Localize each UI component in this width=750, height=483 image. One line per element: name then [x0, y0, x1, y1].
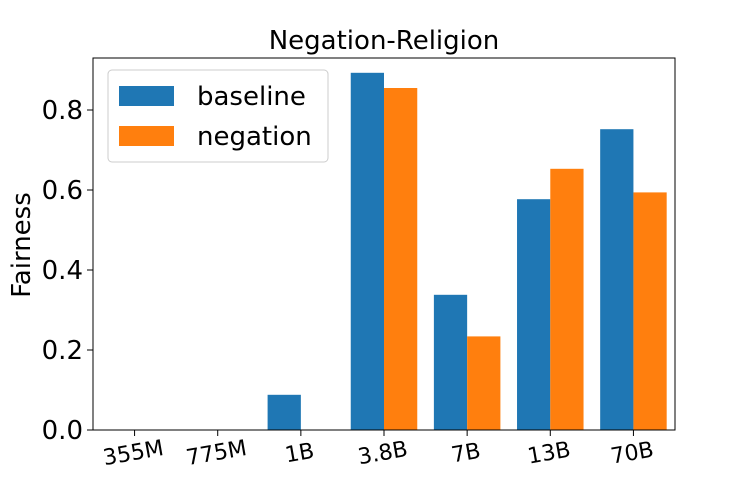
x-tick-label: 3.8B — [356, 437, 410, 470]
legend-label-baseline: baseline — [197, 82, 306, 112]
legend-swatch-baseline — [119, 86, 174, 106]
bar-negation-70B — [633, 192, 667, 430]
y-axis: 0.0 0.2 0.4 0.6 0.8 — [42, 96, 93, 446]
y-axis-label: Fairness — [7, 192, 37, 298]
y-tick-label: 0.0 — [42, 416, 83, 446]
x-tick-label: 70B — [609, 438, 656, 470]
x-tick-label: 775M — [184, 436, 248, 471]
bar-negation-7B — [467, 336, 501, 430]
bar-baseline-70B — [600, 129, 634, 430]
legend-swatch-negation — [119, 126, 174, 146]
bar-baseline-13B — [517, 199, 551, 430]
x-axis: 355M 775M 1B 3.8B 7B 13B 70B — [101, 430, 656, 471]
x-tick-label: 13B — [526, 438, 573, 470]
y-tick-label: 0.2 — [42, 336, 83, 366]
y-tick-label: 0.4 — [42, 256, 83, 286]
legend-label-negation: negation — [197, 122, 312, 152]
bar-baseline-1B — [267, 394, 301, 430]
plot-area — [267, 72, 667, 431]
y-tick-label: 0.8 — [42, 96, 83, 126]
bar-baseline-7B — [433, 294, 468, 430]
bar-negation-13B — [550, 168, 584, 431]
y-tick-label: 0.6 — [42, 176, 83, 206]
legend: baseline negation — [107, 69, 329, 163]
x-tick-label: 7B — [450, 439, 483, 469]
bar-baseline-3.8B — [350, 72, 384, 431]
x-tick-label: 1B — [283, 439, 316, 469]
chart-title: Negation-Religion — [269, 26, 500, 56]
bar-negation-3.8B — [384, 88, 418, 430]
x-tick-label: 355M — [101, 436, 165, 471]
